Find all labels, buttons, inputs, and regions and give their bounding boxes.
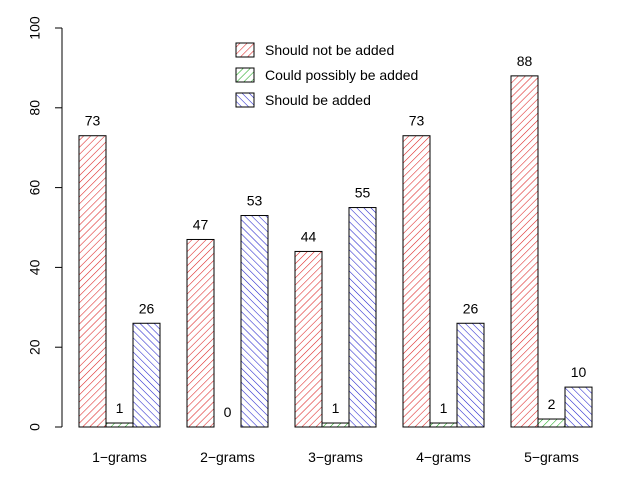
data-label: 44 [301, 228, 317, 244]
bar [105, 422, 134, 428]
bar [348, 207, 377, 428]
data-label: 1 [332, 400, 340, 416]
x-tick-label: 1−grams [92, 449, 147, 465]
x-tick-label: 3−grams [308, 449, 363, 465]
data-label: 0 [224, 404, 232, 420]
data-labels: 73 1 26 47 0 53 44 1 55 73 1 26 88 2 10 [85, 53, 587, 420]
y-tick-label: 0 [27, 423, 43, 431]
data-label: 1 [440, 400, 448, 416]
x-tick-label: 5−grams [524, 449, 579, 465]
data-label: 2 [548, 396, 556, 412]
bar [78, 135, 107, 428]
bar [240, 215, 269, 428]
data-label: 73 [85, 113, 101, 129]
data-label: 53 [247, 193, 263, 209]
data-label: 88 [517, 53, 533, 69]
bars [78, 75, 593, 428]
y-tick-label: 80 [27, 100, 43, 116]
legend-label: Could possibly be added [265, 67, 418, 83]
x-tick-label: 2−grams [200, 449, 255, 465]
legend: Should not be added Could possibly be add… [235, 42, 418, 108]
data-label: 73 [409, 113, 425, 129]
data-label: 26 [139, 300, 155, 316]
bar [564, 386, 593, 428]
bar [537, 418, 566, 428]
bar [132, 322, 161, 428]
data-label: 10 [571, 364, 587, 380]
y-tick-label: 20 [27, 339, 43, 355]
y-tick-label: 40 [27, 259, 43, 275]
legend-swatch [235, 92, 255, 108]
legend-label: Should not be added [265, 42, 394, 58]
bar [429, 422, 458, 428]
legend-swatch [235, 67, 255, 83]
y-tick-label: 100 [27, 16, 43, 40]
x-tick-label: 4−grams [416, 449, 471, 465]
bar [510, 75, 539, 428]
bar [294, 250, 323, 428]
legend-swatch [235, 42, 255, 58]
bar [402, 135, 431, 428]
bar [456, 322, 485, 428]
y-axis: 0 20 40 60 80 100 [27, 16, 63, 431]
bar [186, 238, 215, 428]
legend-label: Should be added [265, 92, 371, 108]
x-axis: 1−grams 2−grams 3−grams 4−grams 5−grams [92, 449, 579, 465]
bar [321, 422, 350, 428]
y-tick-label: 60 [27, 180, 43, 196]
data-label: 26 [463, 300, 479, 316]
data-label: 1 [116, 400, 124, 416]
data-label: 47 [193, 216, 209, 232]
data-label: 55 [355, 185, 371, 201]
